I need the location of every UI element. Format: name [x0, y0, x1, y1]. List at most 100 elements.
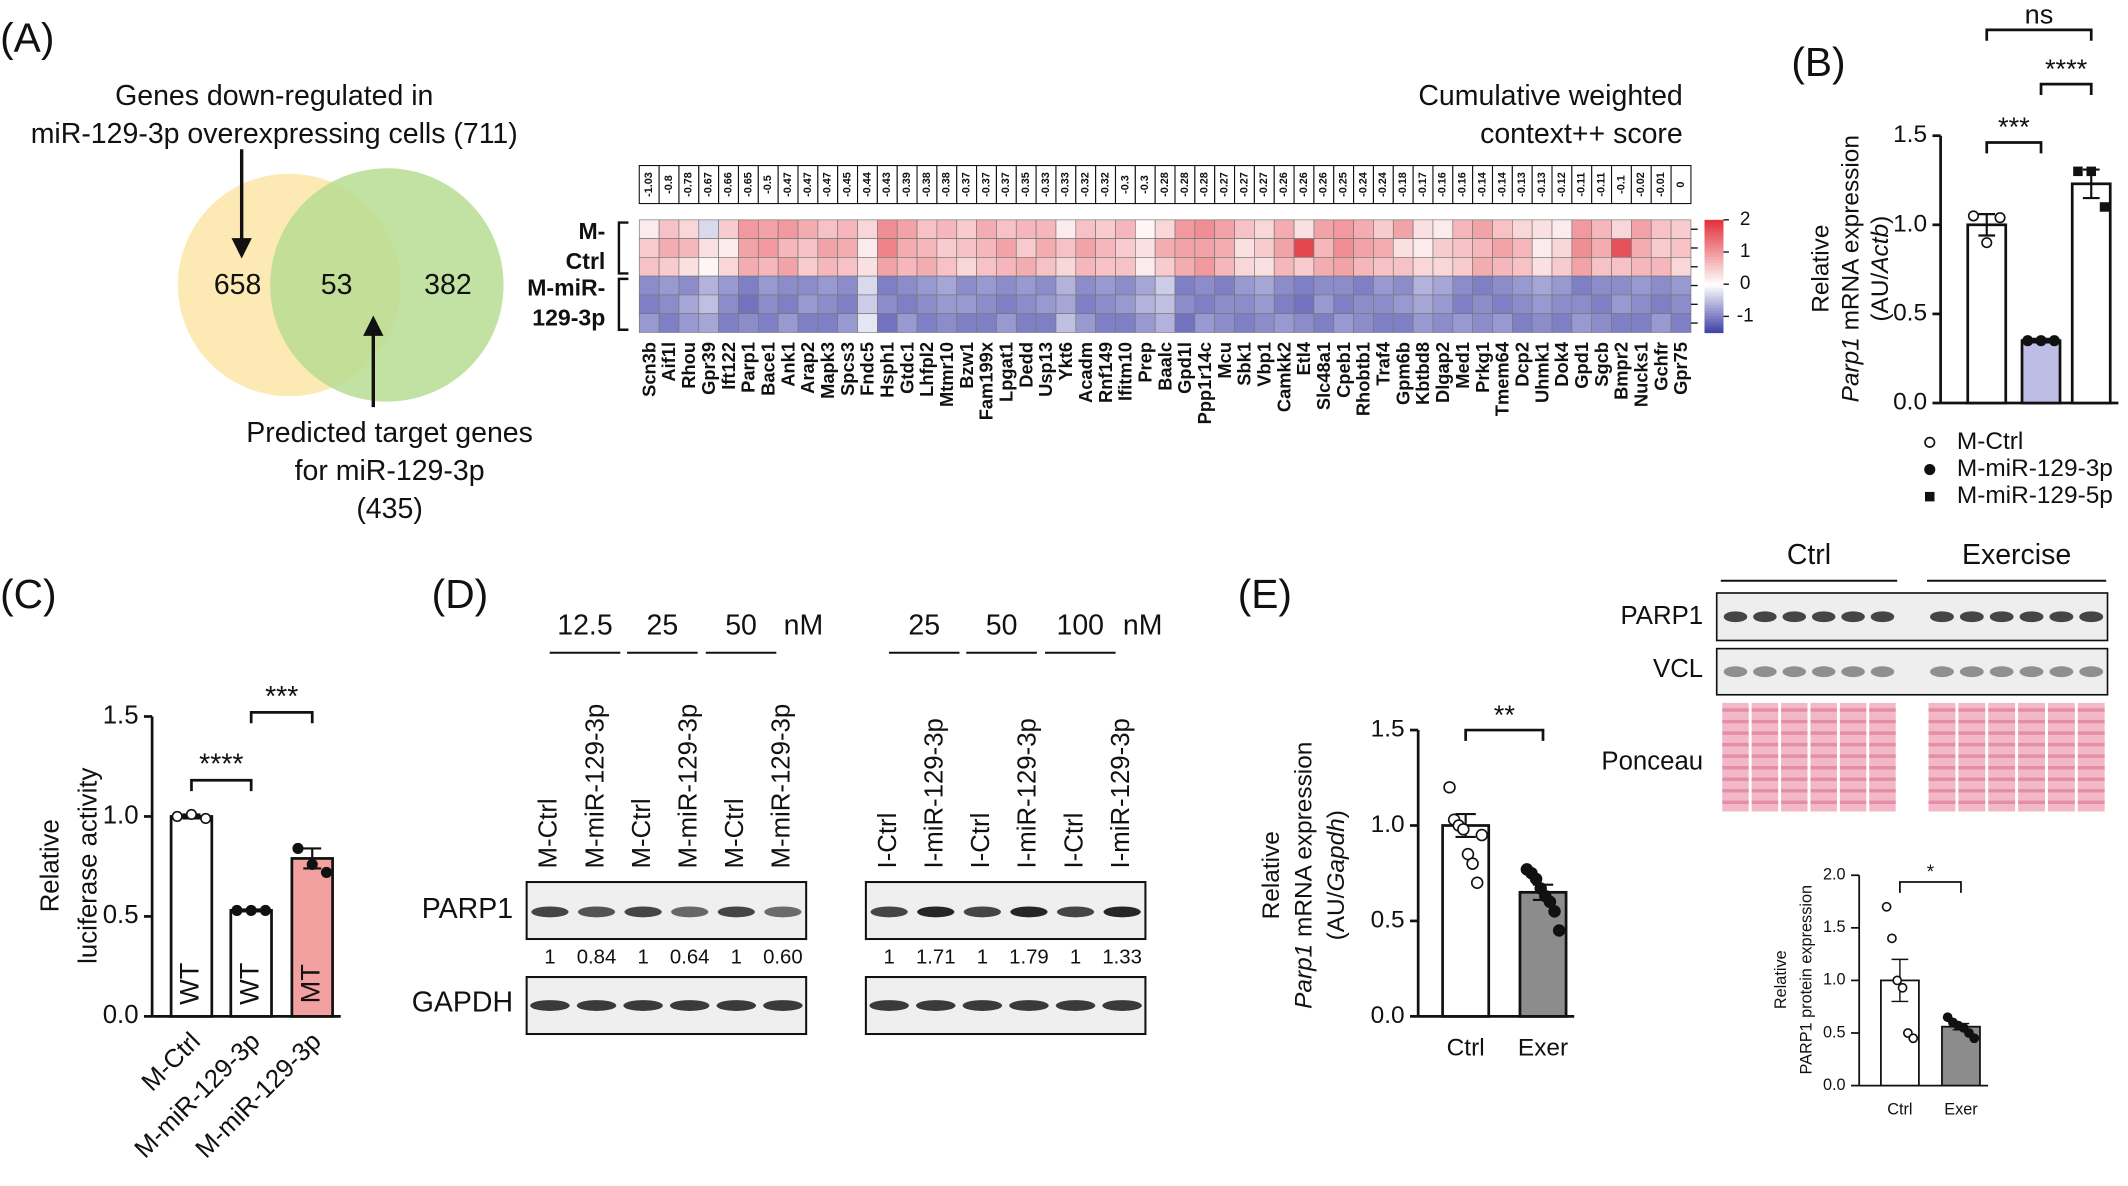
- score-value: -0.8: [663, 175, 675, 194]
- colorbar-step: [1704, 228, 1724, 232]
- ponceau-band: [1958, 708, 1986, 712]
- heatmap-cell: [678, 219, 700, 239]
- heatmap-cell: [1551, 257, 1573, 277]
- gene-label: Dlgap2: [1432, 342, 1453, 403]
- significance-bracket: [1464, 728, 1545, 741]
- colorbar-step: [1704, 262, 1724, 266]
- ponceau-band: [1839, 708, 1867, 712]
- heatmap-cell: [1154, 257, 1176, 277]
- ponceau-band: [1958, 754, 1986, 758]
- ponceau-band: [1928, 731, 1956, 735]
- heatmap-cell: [1571, 238, 1593, 258]
- gene-label: Kbtbd8: [1412, 342, 1433, 405]
- blot-band: [1870, 611, 1895, 623]
- gene-label: Ppp1r14c: [1194, 342, 1215, 424]
- score-value: -0.33: [1040, 172, 1052, 197]
- lane-label: I-Ctrl: [1060, 813, 1088, 869]
- heatmap-cell: [1452, 257, 1473, 277]
- heatmap-cell: [1075, 257, 1096, 277]
- heatmap-cell: [1115, 313, 1136, 333]
- heatmap-cell: [1095, 294, 1116, 315]
- heatmap-cell: [1035, 219, 1057, 239]
- heatmap-cell: [1234, 275, 1255, 296]
- heatmap-cell: [1174, 313, 1196, 333]
- heatmap-cell: [658, 313, 680, 333]
- gene-label: Gpr39: [698, 342, 719, 395]
- data-point: [1994, 212, 2006, 224]
- score-value: -0.17: [1417, 172, 1429, 197]
- heatmap-cell: [1571, 219, 1593, 239]
- heatmap-cell: [936, 219, 958, 239]
- heatmap-cell: [757, 275, 779, 296]
- y-axis-label-part: ): [1324, 810, 1351, 818]
- legend-marker: [1924, 436, 1936, 448]
- heatmap-cell: [956, 294, 977, 315]
- heatmap-cell: [1412, 294, 1434, 315]
- blot-band: [1959, 611, 1984, 623]
- heatmap-cell: [1670, 313, 1692, 333]
- data-point: [1887, 933, 1897, 944]
- colorbar-step: [1704, 239, 1724, 244]
- heatmap-cell: [1452, 275, 1473, 296]
- gene-label: Traf4: [1373, 341, 1394, 386]
- concentration: 50: [986, 609, 1018, 641]
- heatmap-cell: [837, 313, 858, 333]
- heatmap-cell: [1392, 238, 1414, 258]
- blot-band: [1723, 666, 1748, 678]
- ponceau-band: [1839, 800, 1867, 805]
- ponceau-band: [2018, 708, 2045, 712]
- blot-band: [1753, 611, 1777, 623]
- heatmap-cell: [1115, 257, 1136, 277]
- ponceau-band: [2047, 731, 2075, 735]
- heatmap-cell: [1115, 219, 1136, 239]
- heatmap-cell: [718, 294, 739, 315]
- legend-marker: [1924, 463, 1936, 476]
- ponceau-band: [1810, 719, 1837, 724]
- blot-band: [2019, 611, 2044, 623]
- heatmap-cell: [1353, 275, 1374, 296]
- heatmap-cell: [1492, 275, 1513, 296]
- heatmap-cell: [877, 219, 898, 239]
- ponceau-band: [1839, 777, 1867, 781]
- ponceau-band: [1781, 708, 1808, 712]
- heatmap-cell: [817, 238, 839, 258]
- ponceau-band: [2077, 766, 2105, 770]
- y-axis-label: Relative: [1808, 225, 1835, 313]
- heatmap-cell: [658, 219, 680, 239]
- heatmap-cell: [1492, 257, 1513, 277]
- score-value: -0.32: [1099, 172, 1111, 197]
- heatmap-cell: [1650, 313, 1672, 333]
- data-point: [1475, 828, 1489, 842]
- venn-circle: [270, 168, 504, 402]
- data-point: [245, 904, 257, 916]
- blot-band: [963, 906, 1001, 918]
- heatmap-cell: [1174, 219, 1196, 239]
- score-value: -0.01: [1655, 172, 1667, 197]
- heatmap-cell: [1194, 294, 1216, 315]
- heatmap-cell: [757, 294, 779, 315]
- heatmap-cell: [698, 219, 719, 239]
- heatmap-cell: [1432, 257, 1454, 277]
- heatmap-cell: [857, 294, 878, 315]
- heatmap-cell: [1631, 257, 1652, 277]
- heatmap-cell: [1611, 257, 1632, 277]
- ponceau-band: [1988, 708, 2016, 712]
- quant-label: 1.33: [1102, 946, 1142, 968]
- ponceau-band: [2077, 731, 2105, 735]
- score-value: -0.26: [1298, 172, 1310, 197]
- heatmap-cell: [757, 219, 779, 239]
- ponceau-band: [2018, 731, 2045, 735]
- ponceau-band: [1781, 754, 1808, 758]
- heatmap-cell: [1472, 238, 1493, 258]
- colorbar-step: [1704, 231, 1724, 235]
- heatmap-cell: [996, 294, 1017, 315]
- heatmap-cell: [1472, 313, 1493, 333]
- heatmap-cell: [718, 238, 739, 258]
- heatmap-cell: [1154, 313, 1176, 333]
- row-group-label: 129-3p: [532, 304, 605, 330]
- significance-bracket: [1985, 28, 2093, 41]
- y-axis-label-part: Parp1: [1838, 337, 1865, 402]
- ponceau-band: [1751, 742, 1779, 747]
- heatmap-cell: [1333, 275, 1354, 296]
- lane-label: M-Ctrl: [628, 798, 656, 868]
